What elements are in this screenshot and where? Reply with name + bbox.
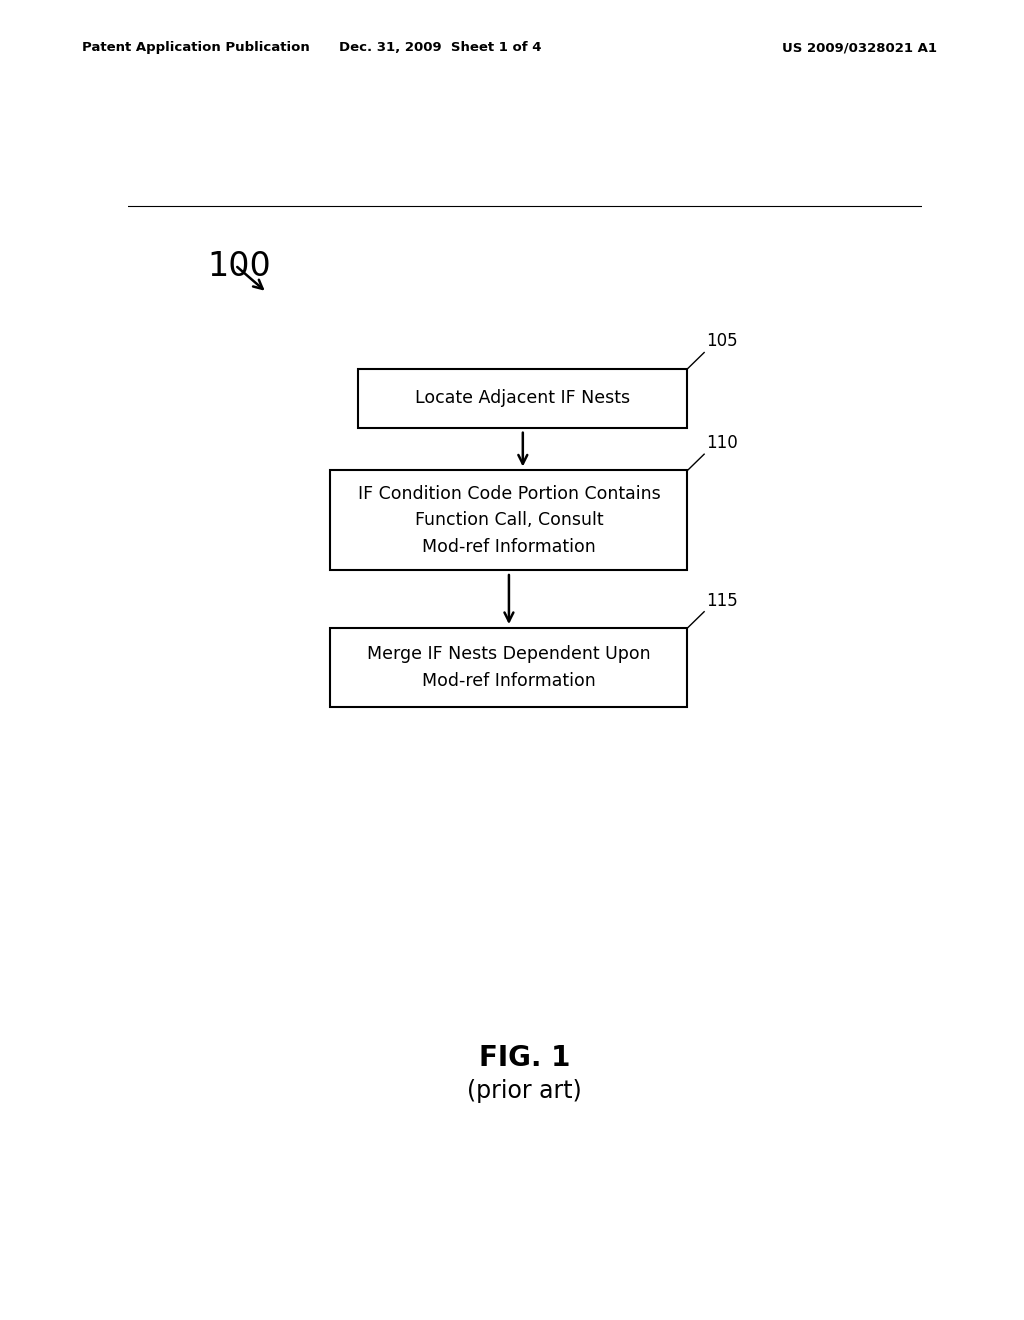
Text: Patent Application Publication: Patent Application Publication [82, 41, 309, 54]
Text: 100: 100 [207, 249, 271, 282]
Text: 105: 105 [706, 333, 737, 351]
Text: Dec. 31, 2009  Sheet 1 of 4: Dec. 31, 2009 Sheet 1 of 4 [339, 41, 542, 54]
Bar [358, 368, 687, 428]
Text: 115: 115 [706, 591, 737, 610]
Text: Merge IF Nests Dependent Upon
Mod-ref Information: Merge IF Nests Dependent Upon Mod-ref In… [368, 645, 650, 690]
Text: US 2009/0328021 A1: US 2009/0328021 A1 [782, 41, 937, 54]
Text: 110: 110 [706, 434, 737, 453]
Text: IF Condition Code Portion Contains
Function Call, Consult
Mod-ref Information: IF Condition Code Portion Contains Funct… [357, 484, 660, 556]
Text: (prior art): (prior art) [467, 1080, 583, 1104]
Bar [331, 628, 687, 708]
Bar [331, 470, 687, 570]
Text: Locate Adjacent IF Nests: Locate Adjacent IF Nests [416, 389, 631, 408]
Text: FIG. 1: FIG. 1 [479, 1044, 570, 1072]
